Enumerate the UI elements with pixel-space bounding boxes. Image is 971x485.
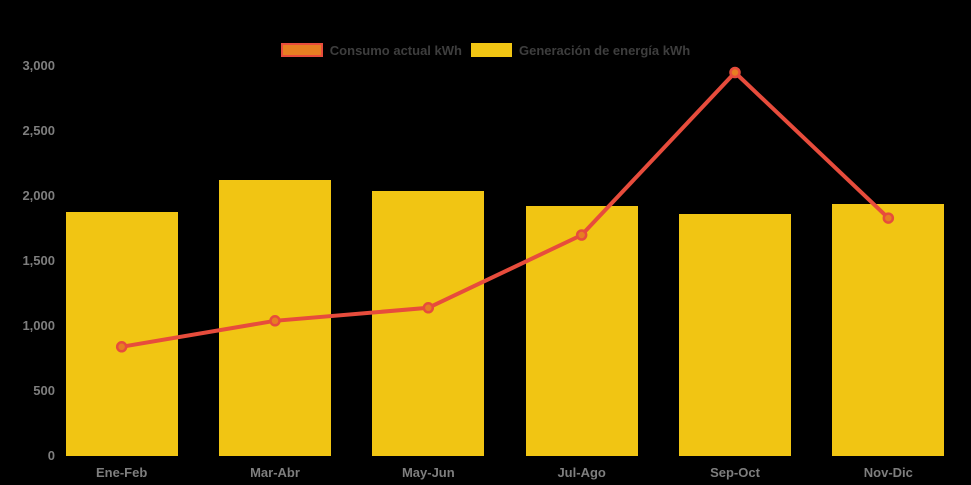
legend-label-generacion-energia: Generación de energía kWh bbox=[518, 42, 691, 58]
legend-label-consumo-actual: Consumo actual kWh bbox=[329, 42, 462, 58]
y-tick-label-2000: 2,000 bbox=[22, 188, 55, 203]
x-tick-label-may-jun: May-Jun bbox=[401, 465, 455, 480]
consumo-actual-swatch-icon bbox=[280, 43, 323, 57]
x-tick-label-nov-dic: Nov-Dic bbox=[863, 465, 913, 480]
legend-item-generacion-energia[interactable]: Generación de energía kWh bbox=[470, 42, 691, 58]
bar-ene-feb bbox=[65, 211, 178, 456]
y-tick-label-1500: 1,500 bbox=[22, 253, 55, 268]
y-tick-label-2500: 2,500 bbox=[22, 123, 55, 138]
bar-nov-dic bbox=[832, 203, 945, 456]
x-tick-label-sep-oct: Sep-Oct bbox=[710, 465, 760, 480]
chart-legend: Consumo actual kWh Generación de energía… bbox=[0, 42, 971, 58]
x-tick-label-ene-feb: Ene-Feb bbox=[96, 465, 148, 480]
bar-sep-oct bbox=[679, 214, 791, 456]
y-tick-label-0: 0 bbox=[47, 448, 55, 463]
line-point-sep-oct bbox=[729, 66, 741, 79]
y-tick-label-500: 500 bbox=[33, 383, 55, 398]
bar-jul-ago bbox=[525, 206, 638, 456]
y-tick-label-1000: 1,000 bbox=[22, 318, 55, 333]
x-tick-label-jul-ago: Jul-Ago bbox=[557, 465, 606, 480]
legend-item-consumo-actual[interactable]: Consumo actual kWh bbox=[280, 42, 462, 58]
y-tick-label-3000: 3,000 bbox=[22, 58, 55, 73]
bar-may-jun bbox=[372, 190, 485, 456]
x-tick-label-mar-abr: Mar-Abr bbox=[250, 465, 300, 480]
bar-mar-abr bbox=[219, 180, 331, 456]
generacion-energia-swatch-icon bbox=[470, 43, 512, 57]
